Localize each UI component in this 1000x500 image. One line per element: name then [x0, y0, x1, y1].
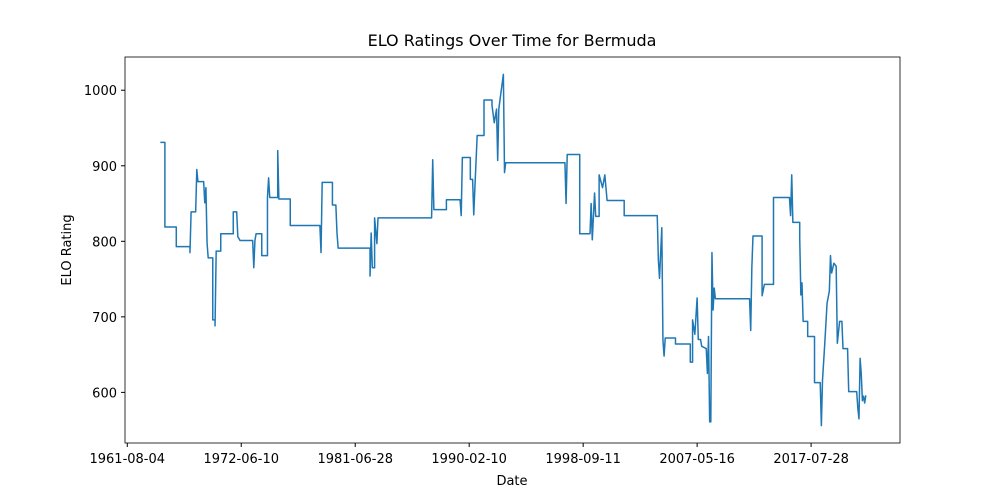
- x-tick-label: 1972-06-10: [203, 452, 279, 467]
- x-tick-label: 2007-05-16: [659, 452, 735, 467]
- chart-title: ELO Ratings Over Time for Bermuda: [368, 31, 657, 50]
- y-axis-label: ELO Rating: [60, 214, 75, 285]
- plot-frame: [124, 56, 901, 444]
- line: [160, 73, 867, 427]
- y-tick-label: 800: [92, 235, 117, 250]
- y-tick-label: 600: [92, 386, 117, 401]
- x-tick-label: 1998-09-11: [545, 452, 621, 467]
- y-tick-label: 900: [92, 160, 117, 175]
- x-tick-label: 1990-02-10: [431, 452, 507, 467]
- x-tick-label: 2017-07-28: [773, 452, 849, 467]
- y-tick-label: 700: [92, 311, 117, 326]
- x-tick-label: 1981-06-28: [317, 452, 393, 467]
- x-axis-label: Date: [496, 474, 527, 489]
- y-tick-label: 1000: [84, 84, 117, 99]
- x-tick-label: 1961-08-04: [89, 452, 165, 467]
